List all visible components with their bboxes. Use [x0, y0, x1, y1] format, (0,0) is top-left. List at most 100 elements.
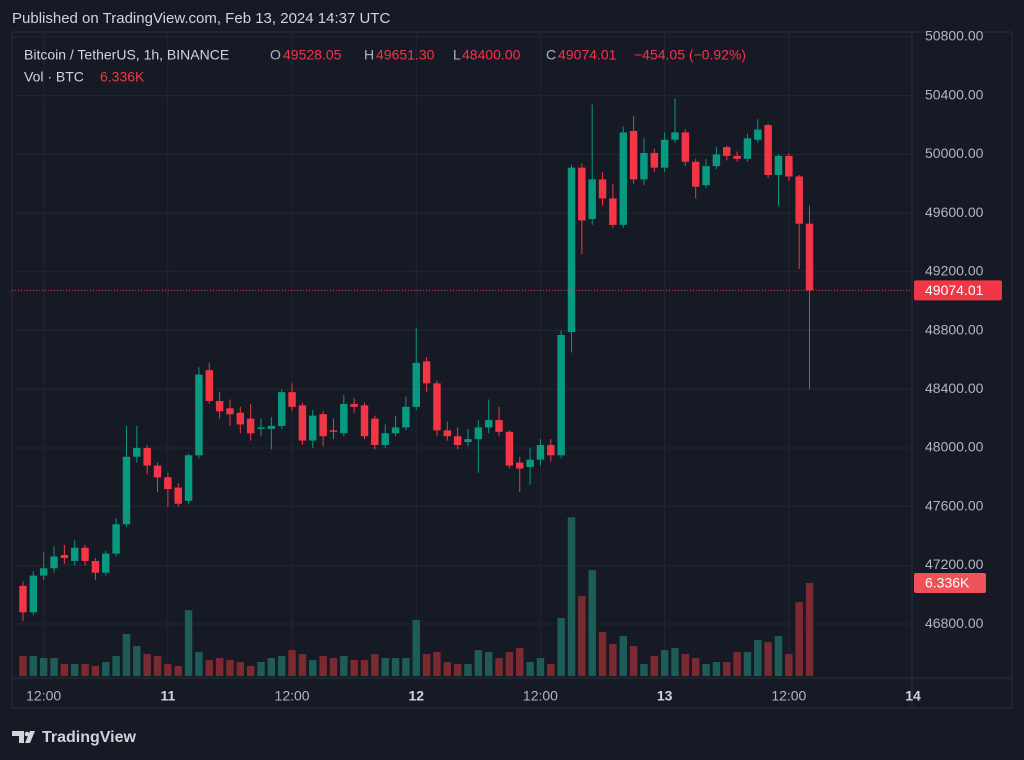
volume-bar	[691, 658, 700, 676]
volume-bar	[267, 658, 276, 676]
candle-body	[453, 436, 462, 446]
low-label: L	[453, 47, 461, 63]
candle-body	[205, 370, 213, 401]
high-label: H	[364, 47, 374, 63]
grid	[12, 32, 912, 676]
axes: 46800.00 47200.00 47600.00 48000.00 48400.00…	[12, 28, 1002, 704]
volume-bar	[391, 658, 400, 676]
high-value: 49651.30	[376, 47, 435, 63]
volume-bar	[412, 620, 420, 676]
open-label: O	[270, 47, 281, 63]
volume-bar	[350, 660, 358, 676]
volume-bar	[619, 636, 627, 676]
candle-body	[133, 447, 141, 457]
candle-body	[153, 465, 162, 478]
candle-body	[391, 427, 400, 434]
volume-bar	[195, 652, 203, 676]
candle-body	[795, 176, 803, 224]
volume-bar	[381, 658, 389, 676]
candle-body	[691, 161, 700, 187]
y-tick-label: 50400.00	[925, 86, 984, 102]
y-tick-label: 49600.00	[925, 204, 984, 220]
brand-logo: TradingView	[12, 729, 137, 746]
volume-bar	[277, 656, 286, 676]
candle-body	[505, 431, 514, 466]
volume-bar	[402, 658, 410, 676]
candle-body	[50, 556, 58, 569]
candle-body	[619, 132, 627, 225]
volume-bar	[39, 658, 48, 676]
candle-body	[547, 445, 555, 456]
logo-dot	[24, 731, 30, 737]
candle-body	[774, 155, 783, 175]
change-value: −454.05 (−0.92%)	[634, 47, 746, 63]
volume-bar	[257, 662, 265, 676]
candle-body	[422, 361, 431, 384]
volume-bar	[102, 662, 110, 676]
volume-bar	[795, 602, 803, 676]
y-tick-label: 47200.00	[925, 556, 984, 572]
volume-bar	[81, 664, 89, 676]
y-tick-label: 48400.00	[925, 380, 984, 396]
candle-body	[598, 179, 607, 199]
candle-body	[91, 560, 100, 573]
candle-body	[681, 132, 690, 162]
published-note: Published on TradingView.com, Feb 13, 20…	[12, 10, 390, 27]
brand-name: TradingView	[42, 729, 137, 746]
candle-body	[660, 139, 669, 168]
candle-body	[743, 138, 752, 159]
candle-body	[712, 154, 721, 167]
candle-body	[288, 392, 296, 407]
candle-body	[567, 167, 576, 333]
candle-body	[257, 427, 265, 429]
volume-bar	[153, 656, 162, 676]
volume-bar	[319, 656, 327, 676]
candle-body	[29, 575, 38, 613]
volume-bar	[774, 636, 783, 676]
candle-body	[102, 553, 110, 573]
volume-bar	[660, 650, 669, 676]
volume-bar	[733, 652, 741, 676]
y-tick-label: 50000.00	[925, 145, 984, 161]
volume-bar	[598, 632, 607, 676]
candle-body	[474, 427, 483, 440]
y-tick-label: 47600.00	[925, 497, 984, 513]
volume-bar	[422, 654, 431, 676]
volume-bar	[340, 656, 348, 676]
candle-body	[112, 524, 120, 554]
volume-bar	[588, 570, 596, 676]
candle-body	[340, 403, 348, 434]
candle-body	[516, 462, 524, 469]
x-tick-label: 12	[408, 688, 424, 704]
candle-body	[733, 155, 741, 159]
candle-body	[70, 547, 79, 561]
y-tick-label: 46800.00	[925, 615, 984, 631]
volume-bar	[371, 654, 379, 676]
volume-bar	[505, 652, 514, 676]
volume-bar	[205, 660, 213, 676]
x-tick-label: 13	[657, 688, 673, 704]
candle-body	[246, 418, 255, 434]
candle-body	[174, 487, 182, 504]
candle-body	[164, 477, 172, 490]
x-tick-label: 12:00	[26, 688, 61, 704]
volume-bar	[536, 658, 545, 676]
candle-body	[122, 456, 131, 525]
candle-body	[578, 167, 586, 221]
volume-bar	[650, 656, 659, 676]
close-label: C	[546, 47, 556, 63]
volume-bar	[226, 660, 234, 676]
candle-body	[464, 439, 472, 443]
volume-bar	[640, 664, 648, 676]
volume-bar	[236, 662, 245, 676]
candle-body	[557, 334, 565, 456]
volume-bar	[122, 634, 131, 676]
y-tick-label: 48800.00	[925, 321, 984, 337]
candle-body	[360, 405, 369, 437]
volume-bar	[112, 656, 120, 676]
candle-body	[754, 129, 762, 140]
volume-bar	[50, 658, 58, 676]
chart-frame	[11, 31, 1013, 709]
volume-bar	[288, 650, 296, 676]
volume-bar	[609, 644, 617, 676]
